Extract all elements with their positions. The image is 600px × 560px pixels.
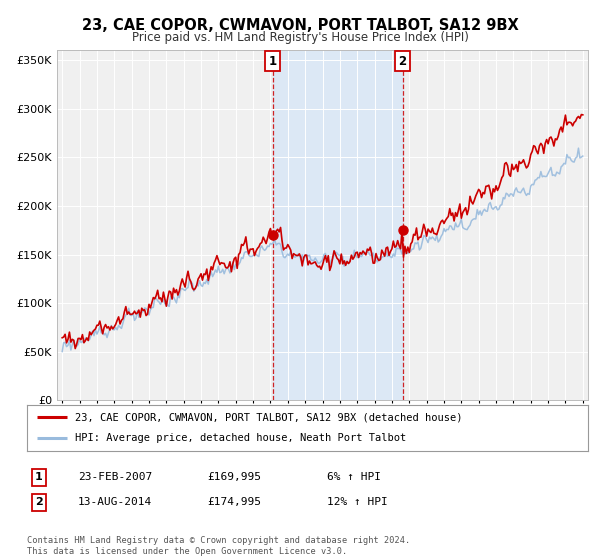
Text: 1: 1 xyxy=(268,54,277,68)
Text: 6% ↑ HPI: 6% ↑ HPI xyxy=(327,472,381,482)
Text: 13-AUG-2014: 13-AUG-2014 xyxy=(78,497,152,507)
Text: 2: 2 xyxy=(398,54,407,68)
Text: 23, CAE COPOR, CWMAVON, PORT TALBOT, SA12 9BX: 23, CAE COPOR, CWMAVON, PORT TALBOT, SA1… xyxy=(82,18,518,33)
Text: Price paid vs. HM Land Registry's House Price Index (HPI): Price paid vs. HM Land Registry's House … xyxy=(131,31,469,44)
Text: 23, CAE COPOR, CWMAVON, PORT TALBOT, SA12 9BX (detached house): 23, CAE COPOR, CWMAVON, PORT TALBOT, SA1… xyxy=(74,412,462,422)
Text: 23-FEB-2007: 23-FEB-2007 xyxy=(78,472,152,482)
Text: 1: 1 xyxy=(35,472,43,482)
Bar xyxy=(272,50,403,400)
Text: 2: 2 xyxy=(35,497,43,507)
Text: £169,995: £169,995 xyxy=(207,472,261,482)
Text: 12% ↑ HPI: 12% ↑ HPI xyxy=(327,497,388,507)
Text: HPI: Average price, detached house, Neath Port Talbot: HPI: Average price, detached house, Neat… xyxy=(74,433,406,444)
Text: £174,995: £174,995 xyxy=(207,497,261,507)
Text: Contains HM Land Registry data © Crown copyright and database right 2024.
This d: Contains HM Land Registry data © Crown c… xyxy=(27,536,410,556)
